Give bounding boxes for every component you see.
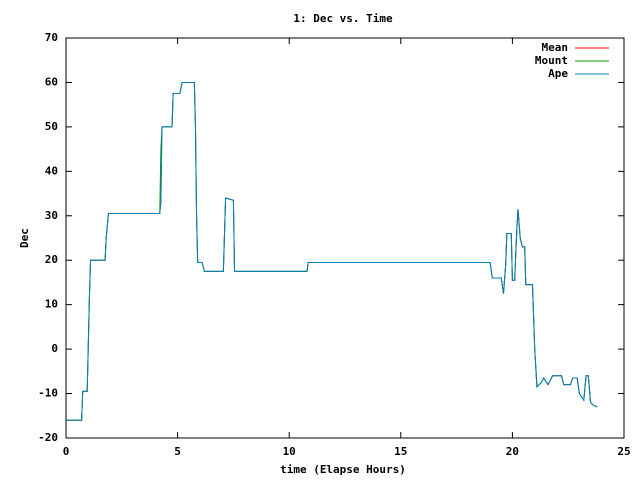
y-tick-label: 40 (45, 164, 58, 177)
x-axis-label: time (Elapse Hours) (280, 463, 406, 476)
y-tick-label: -10 (38, 387, 58, 400)
y-tick-label: 10 (45, 298, 58, 311)
series-line (66, 81, 598, 421)
legend-label: Mount (535, 54, 568, 67)
x-tick-label: 10 (283, 445, 296, 458)
y-tick-label: 0 (51, 342, 58, 355)
x-tick-label: 20 (506, 445, 519, 458)
x-tick-label: 5 (174, 445, 181, 458)
x-tick-label: 25 (617, 445, 630, 458)
x-tick-label: 15 (394, 445, 407, 458)
series-line (66, 81, 598, 421)
y-tick-label: 30 (45, 209, 58, 222)
legend-label: Mean (542, 41, 569, 54)
series-line (66, 81, 598, 421)
y-tick-label: 60 (45, 75, 58, 88)
y-tick-label: -20 (38, 431, 58, 444)
chart-title: 1: Dec vs. Time (293, 12, 393, 25)
y-axis-label: Dec (18, 228, 31, 248)
y-tick-label: 50 (45, 120, 58, 133)
plot-frame (65, 37, 625, 439)
y-tick-label: 70 (45, 31, 58, 44)
y-tick-label: 20 (45, 253, 58, 266)
legend-label: Ape (548, 67, 568, 80)
x-tick-label: 0 (63, 445, 70, 458)
